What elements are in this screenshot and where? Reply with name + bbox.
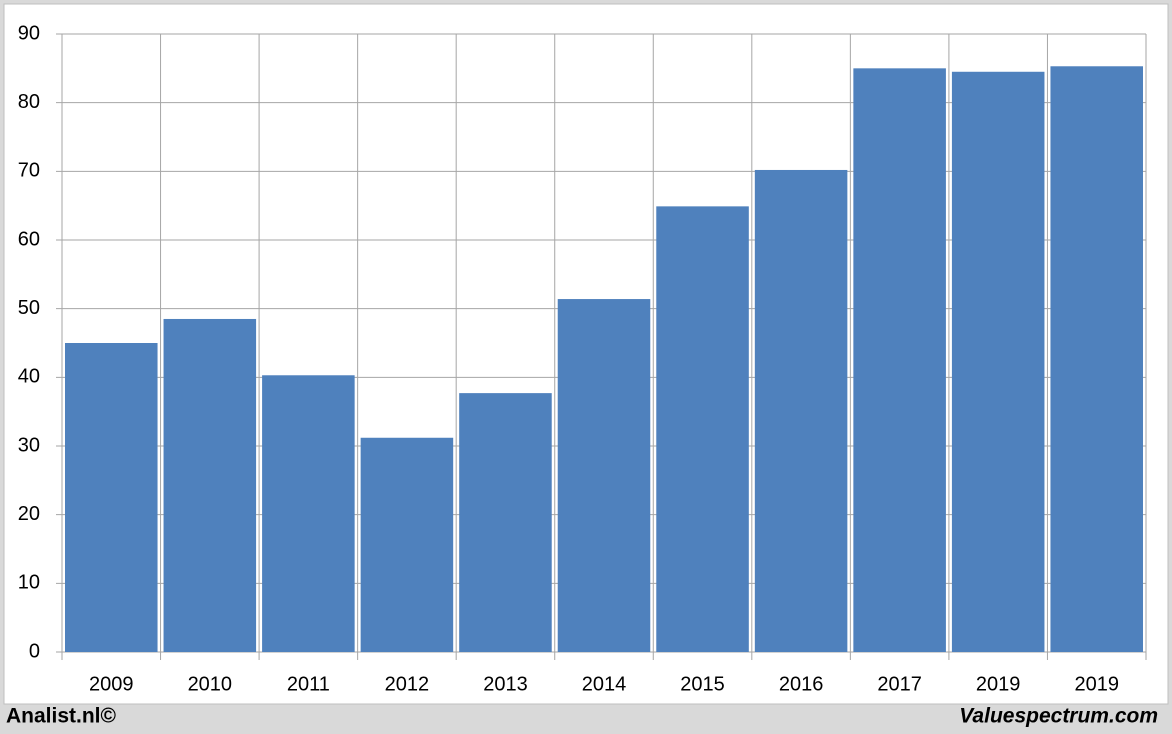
x-tick-label: 2017 bbox=[877, 673, 922, 695]
x-tick-label: 2016 bbox=[779, 673, 824, 695]
bar bbox=[951, 71, 1045, 653]
y-tick-label: 70 bbox=[18, 160, 40, 182]
bar bbox=[459, 393, 552, 652]
footer-right: Valuespectrum.com bbox=[959, 705, 1158, 728]
x-tick-label: 2019 bbox=[976, 673, 1021, 695]
x-tick-label: 2015 bbox=[680, 673, 725, 695]
bar bbox=[65, 343, 158, 652]
y-tick-label: 60 bbox=[18, 228, 40, 250]
y-tick-label: 80 bbox=[18, 91, 40, 113]
x-tick-label: 2014 bbox=[582, 673, 627, 695]
y-tick-label: 50 bbox=[18, 297, 40, 319]
y-tick-label: 0 bbox=[29, 640, 40, 662]
bar bbox=[163, 318, 257, 652]
bar bbox=[262, 375, 355, 652]
y-tick-label: 20 bbox=[18, 503, 40, 525]
y-tick-label: 10 bbox=[18, 572, 40, 594]
x-tick-label: 2013 bbox=[483, 673, 528, 695]
x-tick-label: 2019 bbox=[1074, 673, 1119, 695]
bar bbox=[1050, 66, 1143, 653]
bar bbox=[754, 169, 848, 652]
x-tick-label: 2012 bbox=[385, 673, 430, 695]
y-tick-label: 30 bbox=[18, 434, 40, 456]
x-tick-label: 2011 bbox=[287, 673, 330, 695]
x-tick-label: 2009 bbox=[89, 673, 134, 695]
footer-left: Analist.nl© bbox=[6, 705, 117, 728]
y-tick-label: 40 bbox=[18, 366, 40, 388]
bar bbox=[853, 68, 946, 653]
bar bbox=[360, 437, 454, 652]
y-tick-label: 90 bbox=[18, 22, 40, 44]
bar bbox=[656, 206, 749, 652]
x-tick-label: 2010 bbox=[188, 673, 233, 695]
bar bbox=[557, 299, 651, 652]
